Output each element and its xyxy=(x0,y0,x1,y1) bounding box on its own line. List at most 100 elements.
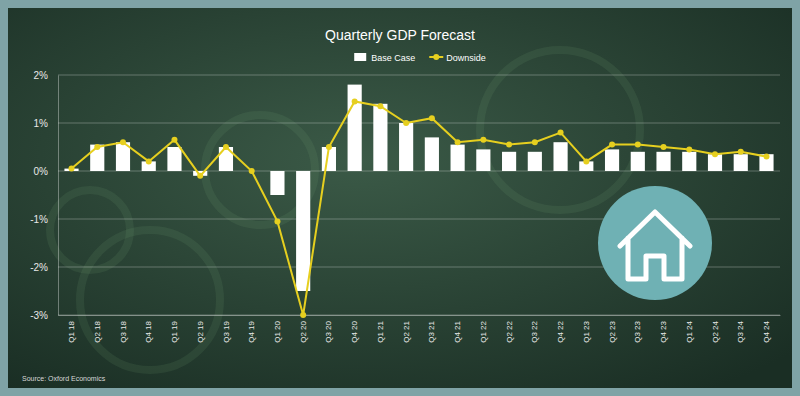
bar xyxy=(451,145,465,171)
decor-circle xyxy=(80,230,220,370)
bar xyxy=(90,145,104,171)
bar xyxy=(373,104,387,171)
tick-label: Q4 18 xyxy=(144,320,153,342)
house-icon xyxy=(598,186,712,300)
tick: Q4 23 xyxy=(659,315,668,343)
tick: Q4 20 xyxy=(350,315,359,343)
decoration xyxy=(50,50,640,370)
tick: Q1 18 xyxy=(67,315,76,343)
tick-label: Q4 19 xyxy=(247,320,256,342)
tick-label: Q3 24 xyxy=(736,320,745,342)
tick: Q3 19 xyxy=(222,315,231,343)
marker xyxy=(609,142,615,148)
tick: Q2 22 xyxy=(505,315,514,343)
tick: Q1 21 xyxy=(376,315,385,343)
tick: 1% xyxy=(34,118,58,129)
tick: Q2 21 xyxy=(402,315,411,343)
title: Quarterly GDP Forecast xyxy=(325,27,475,43)
marker xyxy=(69,166,75,172)
bar xyxy=(270,171,284,195)
bar xyxy=(605,149,619,171)
tick-label: Q4 24 xyxy=(762,320,771,342)
tick: Q1 24 xyxy=(685,315,694,343)
marker xyxy=(763,154,769,160)
bar xyxy=(682,152,696,171)
decor-circle xyxy=(480,50,640,210)
marker xyxy=(480,137,486,143)
bar xyxy=(399,123,413,171)
axis-line xyxy=(59,315,781,316)
chart: 2%1%0%-1%-2%-3%Q1 18Q2 18Q3 18Q4 18Q1 19… xyxy=(0,0,800,396)
tick: -1% xyxy=(30,214,58,225)
decor-circle xyxy=(50,190,130,270)
tick-label: -2% xyxy=(30,262,48,273)
tick-label: 1% xyxy=(34,118,49,129)
tick: Q2 19 xyxy=(196,315,205,343)
marker xyxy=(635,142,641,148)
marker xyxy=(661,144,667,150)
tick-label: Q4 21 xyxy=(453,320,462,342)
tick-label: Q4 23 xyxy=(659,320,668,342)
tick-label: Q3 23 xyxy=(633,320,642,342)
marker xyxy=(506,142,512,148)
bar xyxy=(296,171,310,291)
grid-line xyxy=(58,315,780,316)
legend-label: Base Case xyxy=(371,53,415,63)
tick-label: Q2 21 xyxy=(402,320,411,342)
marker xyxy=(403,120,409,126)
tick: Q2 20 xyxy=(299,315,308,343)
tick-label: Q1 24 xyxy=(685,320,694,342)
marker xyxy=(249,168,255,174)
legend-marker xyxy=(433,54,439,60)
bar xyxy=(476,149,490,171)
tick: -2% xyxy=(30,262,58,273)
tick: Q2 24 xyxy=(711,315,720,343)
tick: Q4 22 xyxy=(556,315,565,343)
marker xyxy=(455,139,461,145)
marker xyxy=(146,158,152,164)
bar xyxy=(167,147,181,171)
tick-label: Q1 18 xyxy=(67,320,76,342)
tick-label: Q2 19 xyxy=(196,320,205,342)
tick-label: Q2 23 xyxy=(608,320,617,342)
tick-label: Q1 21 xyxy=(376,320,385,342)
marker xyxy=(532,139,538,145)
tick-label: -1% xyxy=(30,214,48,225)
line xyxy=(72,101,767,315)
tick-label: Q3 20 xyxy=(324,320,333,342)
tick: Q1 22 xyxy=(479,315,488,343)
marker xyxy=(197,173,203,179)
marker xyxy=(377,103,383,109)
legend-swatch xyxy=(354,53,366,61)
tick: Q3 22 xyxy=(530,315,539,343)
y-axis: 2%1%0%-1%-2%-3% xyxy=(30,70,58,321)
grid-line xyxy=(58,171,780,172)
bar xyxy=(348,85,362,171)
legend-item: Downside xyxy=(429,53,486,63)
bar xyxy=(528,152,542,171)
bar xyxy=(631,152,645,171)
tick-label: Q3 19 xyxy=(222,320,231,342)
icon-circle xyxy=(598,186,712,300)
tick-label: Q3 18 xyxy=(119,320,128,342)
line-series xyxy=(69,98,770,318)
tick-label: 2% xyxy=(34,70,49,81)
bar xyxy=(656,152,670,171)
tick-label: Q1 22 xyxy=(479,320,488,342)
tick: Q3 21 xyxy=(427,315,436,343)
grid-line xyxy=(58,123,780,124)
tick: Q2 23 xyxy=(608,315,617,343)
tick: Q3 20 xyxy=(324,315,333,343)
legend-item: Base Case xyxy=(354,53,415,63)
bar xyxy=(759,154,773,171)
marker xyxy=(583,158,589,164)
marker xyxy=(94,144,100,150)
marker xyxy=(429,115,435,121)
marker xyxy=(558,130,564,136)
bar xyxy=(553,142,567,171)
grid-line xyxy=(58,75,780,76)
tick-label: Q4 22 xyxy=(556,320,565,342)
tick-label: Q2 22 xyxy=(505,320,514,342)
frame xyxy=(0,0,800,396)
source-note: Source: Oxford Economics xyxy=(22,375,106,382)
